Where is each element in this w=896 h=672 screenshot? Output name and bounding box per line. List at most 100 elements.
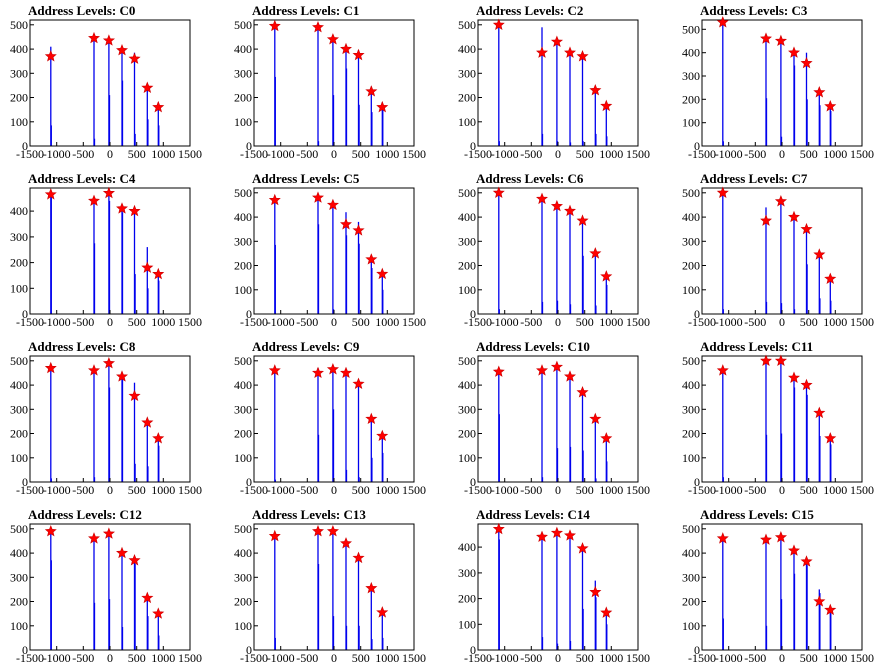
chart-title: Address Levels: C15	[700, 507, 814, 522]
y-tick-label: 500	[682, 522, 700, 536]
peak-marker	[492, 522, 505, 535]
x-tick-label: 1000	[151, 483, 175, 497]
y-tick-label: 400	[234, 42, 252, 56]
chart-title: Address Levels: C8	[28, 339, 136, 354]
peak-marker	[152, 432, 165, 444]
x-tick-label: -1000	[715, 483, 743, 497]
x-tick-label: -1000	[491, 651, 519, 665]
peak-marker	[365, 253, 378, 265]
y-tick-label: 0	[694, 643, 700, 657]
y-tick-label: 100	[10, 619, 28, 633]
peak-marker	[774, 34, 788, 47]
chart-panel: Address Levels: C5 0 100 200 300 400 500 -1500-…	[224, 168, 448, 336]
x-tick-label: -500	[72, 651, 94, 665]
peak-marker	[492, 186, 505, 198]
peak-marker	[600, 99, 613, 112]
peak-marker	[340, 366, 352, 379]
y-tick-label: 200	[458, 427, 476, 441]
peak-marker	[576, 542, 589, 554]
peak-marker	[716, 532, 729, 544]
x-tick-label: 0	[555, 483, 561, 497]
y-tick-label: 300	[10, 570, 28, 584]
peak-marker	[141, 416, 154, 428]
x-tick-label: 1500	[850, 483, 874, 497]
peak-marker	[352, 224, 365, 236]
peak-marker	[141, 81, 154, 93]
y-tick-label: 300	[234, 402, 252, 416]
chart-svg: Address Levels: C80100200300400500-1500-…	[10, 339, 202, 497]
peak-marker	[116, 546, 128, 559]
x-tick-label: 1000	[375, 483, 399, 497]
y-tick-label: 100	[458, 451, 476, 465]
axes-frame	[701, 187, 863, 315]
peak-marker	[102, 186, 115, 199]
x-tick-label: 1500	[402, 483, 426, 497]
chart-panel: Address Levels: C9 0 100 200 300 400 500 -1500-…	[224, 336, 448, 504]
y-tick-label: 300	[682, 570, 700, 584]
x-tick-label: -500	[296, 483, 318, 497]
y-tick-label: 200	[234, 91, 252, 105]
x-tick-label: -1500	[464, 147, 492, 161]
x-tick-label: 0	[107, 315, 113, 329]
peak-marker	[102, 527, 116, 539]
peak-marker	[788, 46, 800, 58]
chart-svg: Address Levels: C10 0 100 200 300 400 500 -1500…	[458, 339, 650, 497]
y-tick-label: 200	[682, 595, 700, 609]
y-tick-label: 200	[682, 259, 700, 273]
y-tick-label: 100	[10, 115, 28, 129]
y-tick-label: 0	[22, 307, 28, 321]
y-tick-label: 400	[234, 210, 252, 224]
peak-marker	[716, 15, 729, 28]
x-tick-label: 0	[107, 483, 113, 497]
x-tick-label: 500	[128, 651, 146, 665]
peak-marker	[376, 267, 389, 280]
chart-svg: Address Levels: C30100200300400500-1500-…	[682, 3, 874, 161]
chart-panel: Address Levels: C14 0 100 200 300 400 -1500 -10…	[448, 504, 672, 672]
peak-marker	[564, 204, 576, 217]
y-tick-label: 200	[682, 92, 700, 106]
x-tick-label: -1000	[491, 483, 519, 497]
x-tick-label: 1500	[850, 651, 874, 665]
peak-marker	[376, 606, 389, 618]
x-tick-label: 1000	[599, 315, 623, 329]
chart-title: Address Levels: C7	[700, 171, 808, 186]
x-tick-label: 1000	[823, 315, 847, 329]
x-tick-label: 0	[779, 147, 785, 161]
x-tick-label: -500	[744, 147, 766, 161]
x-tick-label: 500	[800, 651, 818, 665]
y-tick-label: 200	[234, 595, 252, 609]
x-tick-label: 1500	[178, 483, 202, 497]
y-tick-label: 500	[234, 522, 252, 536]
chart-title: Address Levels: C3	[700, 3, 808, 18]
y-tick-label: 400	[682, 378, 700, 392]
x-tick-label: 500	[576, 483, 594, 497]
x-tick-label: 1500	[402, 315, 426, 329]
x-tick-label: -500	[520, 315, 542, 329]
y-tick-label: 500	[10, 354, 28, 368]
y-tick-label: 100	[458, 283, 476, 297]
x-tick-label: 1000	[151, 147, 175, 161]
x-tick-label: 500	[352, 483, 370, 497]
chart-panel: Address Levels: C7 0 100 200 300 400 500 -1500-…	[672, 168, 896, 336]
chart-svg: Address Levels: C70100200300400500-1500-…	[682, 171, 874, 329]
peak-marker	[376, 100, 389, 113]
x-tick-label: 1000	[375, 651, 399, 665]
peak-marker	[152, 100, 165, 113]
x-tick-label: -1000	[491, 315, 519, 329]
y-tick-label: 300	[458, 402, 476, 416]
peak-marker	[88, 532, 100, 544]
chart-svg: Address Levels: C15 0 100 200 300 400 500 -1500…	[682, 507, 874, 665]
chart-title: Address Levels: C10	[476, 339, 590, 354]
peak-marker	[564, 529, 576, 541]
peak-marker	[326, 362, 339, 375]
y-tick-label: 200	[10, 595, 28, 609]
peak-marker	[800, 56, 813, 69]
y-tick-label: 0	[22, 643, 28, 657]
peak-marker	[44, 524, 57, 537]
x-tick-label: -1500	[240, 651, 268, 665]
chart-panel: Address Levels: C12 0 100 200 300 400 500 -1500…	[0, 504, 224, 672]
y-tick-label: 200	[458, 259, 476, 273]
peak-marker	[312, 191, 324, 203]
y-tick-label: 500	[682, 354, 700, 368]
y-tick-label: 400	[234, 546, 252, 560]
